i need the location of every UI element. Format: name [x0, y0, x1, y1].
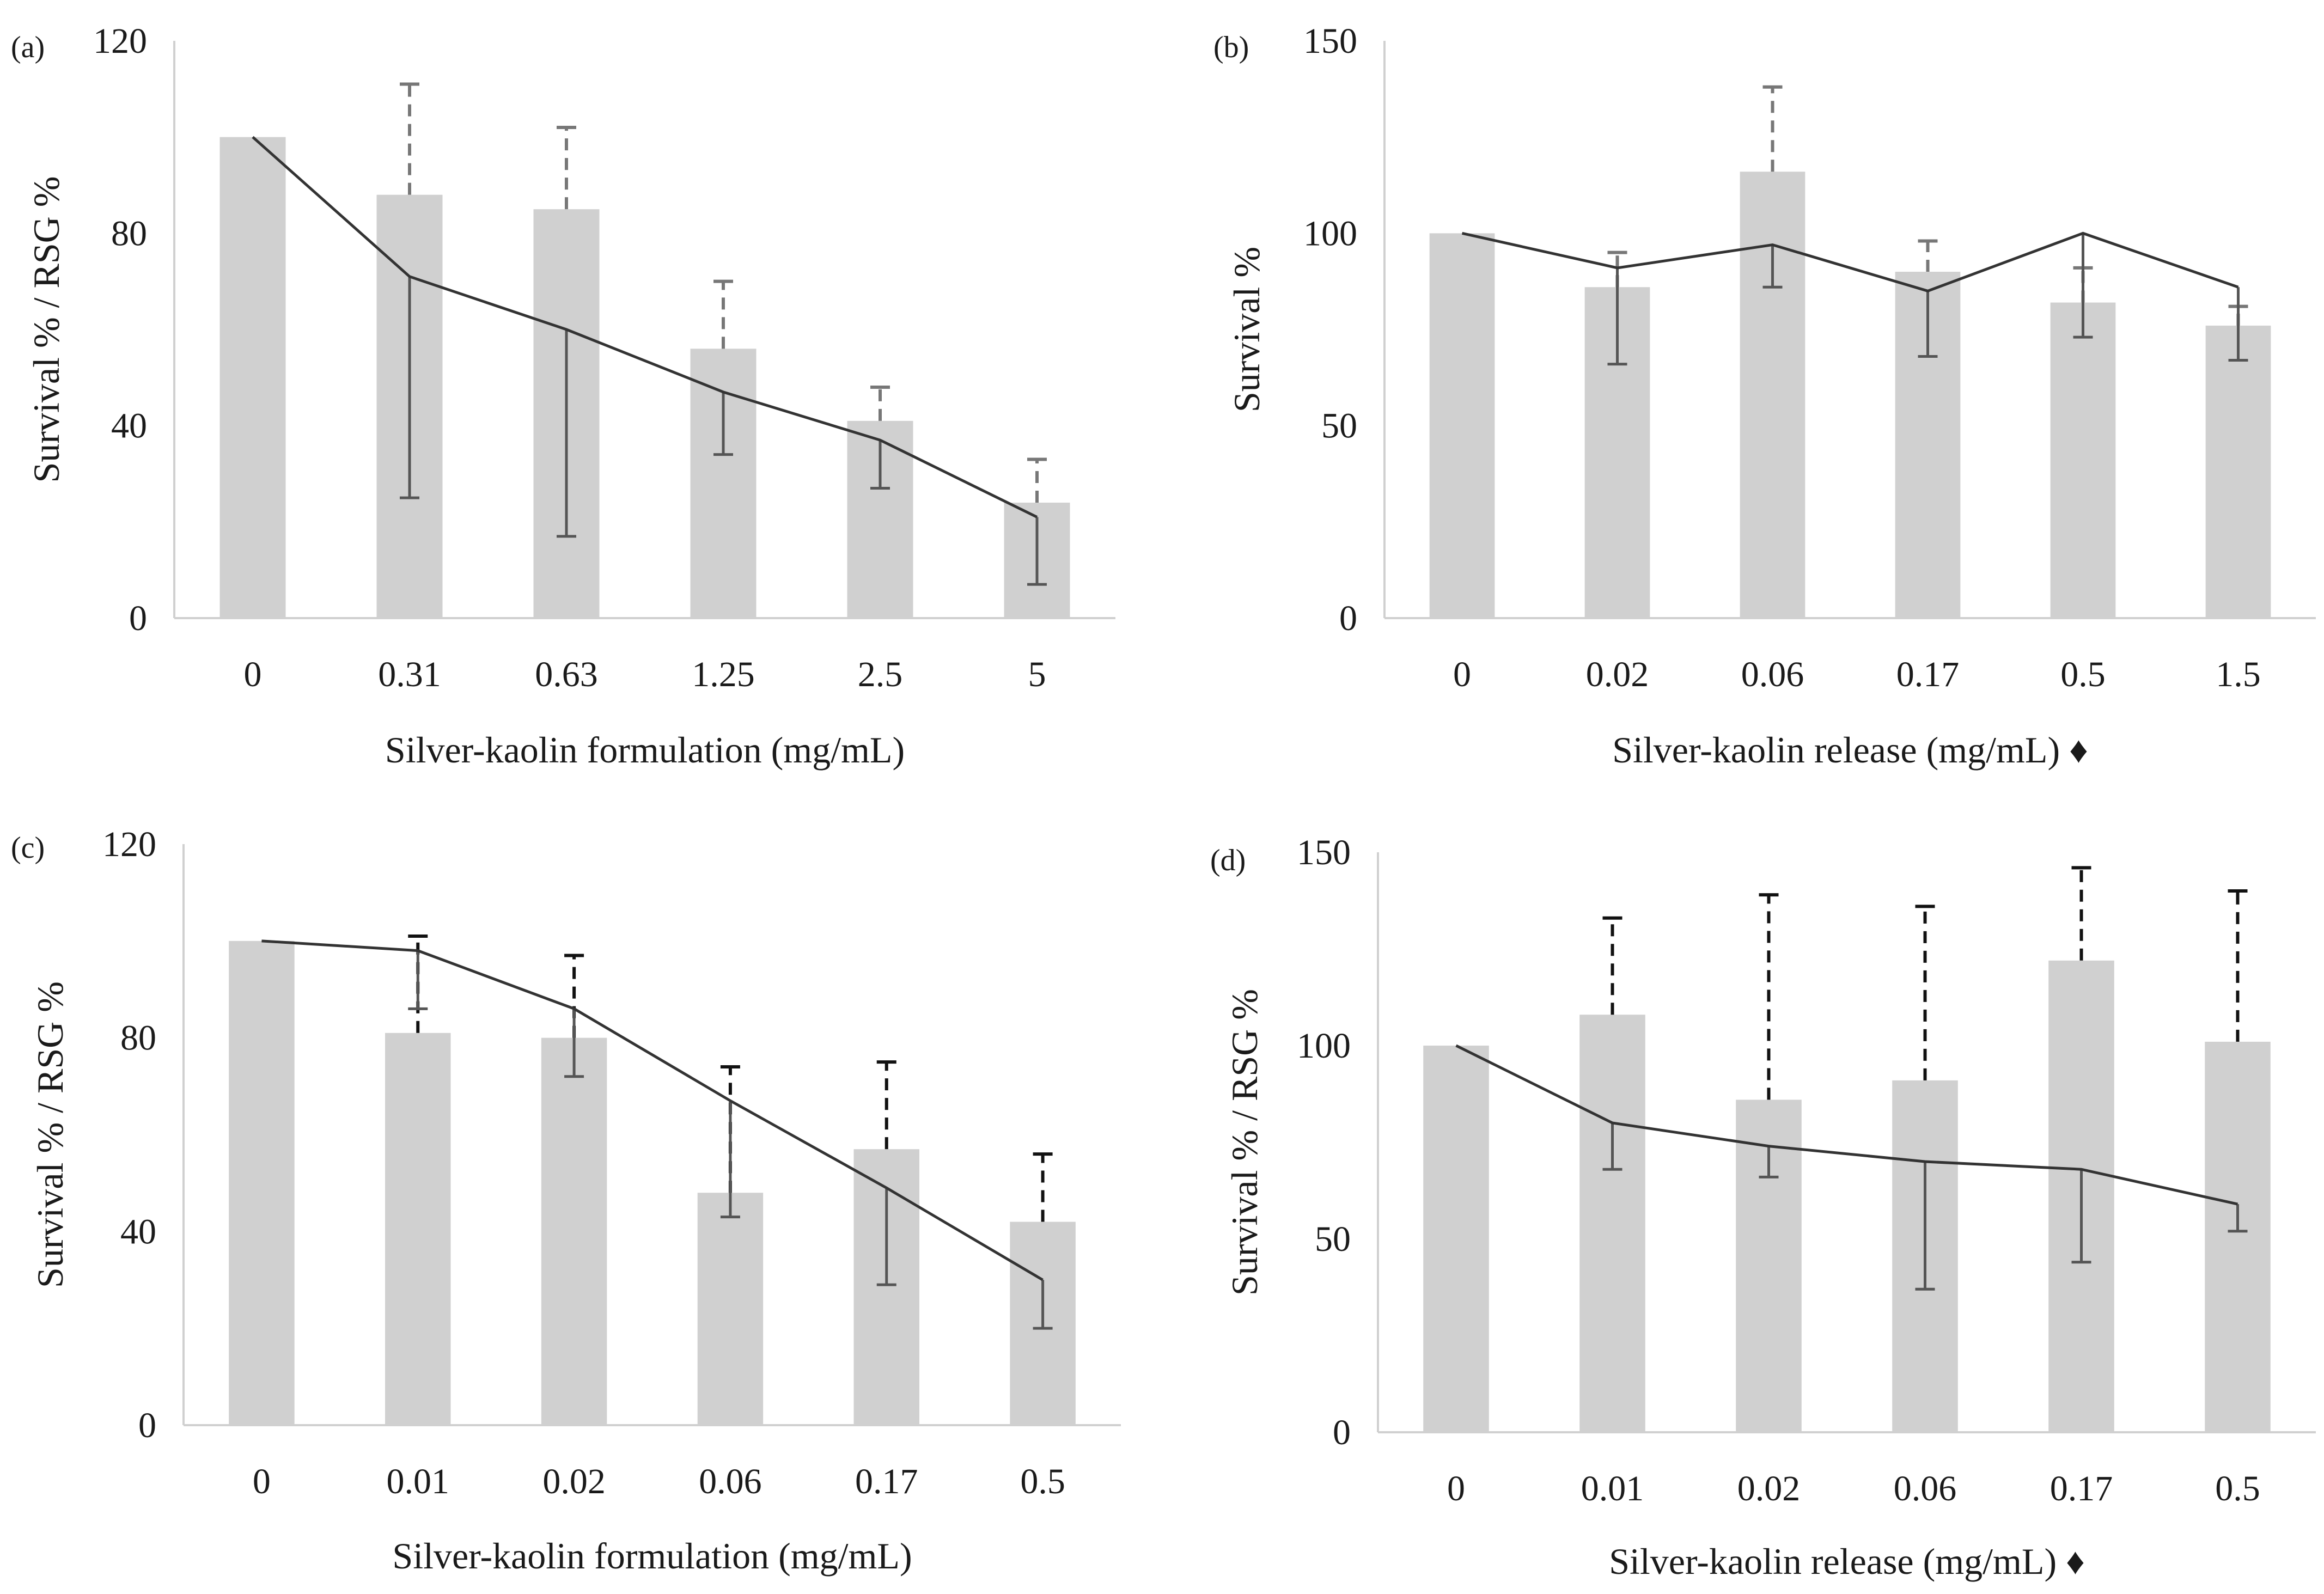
y-axis-title: Survival % / RSG %	[26, 176, 67, 483]
x-axis-title: Silver-kaolin release (mg/mL) ♦	[1609, 1541, 2085, 1582]
x-tick-label: 0.06	[699, 1462, 762, 1501]
panel-label: (a)	[11, 30, 45, 64]
x-tick-label: 0.06	[1741, 655, 1804, 694]
bar	[2205, 1041, 2271, 1432]
bar	[1740, 172, 1805, 618]
y-tick-label: 150	[1303, 21, 1357, 61]
panel-c-chart: (c) 0 40 80 120 Survival % / RSG % 0 0.01 0.02 0.…	[11, 825, 1121, 1577]
y-tick-label: 100	[1297, 1026, 1351, 1066]
y-tick-label: 40	[120, 1212, 156, 1251]
x-tick-label: 0.02	[542, 1462, 606, 1501]
y-tick-label: 0	[1339, 598, 1357, 638]
y-tick-label: 100	[1303, 213, 1357, 253]
x-tick-label: 0.17	[2050, 1469, 2113, 1509]
bar	[690, 349, 757, 618]
y-axis-title: Survival % / RSG %	[1224, 989, 1265, 1296]
trend-line	[261, 939, 1044, 1281]
bar	[219, 137, 286, 618]
trend-line	[1455, 1044, 2238, 1206]
bar	[2205, 325, 2271, 618]
y-tick-label: 0	[129, 598, 147, 638]
x-tick-label: 0	[244, 655, 262, 694]
panel-label: (d)	[1210, 844, 1246, 877]
y-tick-label: 80	[120, 1018, 156, 1058]
bar	[1423, 1046, 1489, 1432]
x-tick-label: 0.01	[387, 1462, 450, 1501]
panel-b-chart: (b) 0 50 100 150 Survival % 0 0.02 0.06 0.17 0.5 1.…	[1213, 21, 2316, 771]
bar	[229, 940, 295, 1425]
panel-d-chart: (d) 0 50 100 150 Survival % / RSG % 0 0.01 0.02 0…	[1210, 833, 2316, 1582]
x-tick-label: 2.5	[858, 655, 903, 694]
x-tick-label: 0.17	[855, 1462, 918, 1501]
x-tick-label: 0	[253, 1462, 271, 1501]
y-tick-label: 0	[138, 1406, 156, 1445]
x-tick-label: 0.17	[1896, 655, 1960, 694]
bar	[1579, 1015, 1645, 1432]
x-tick-label: 0.06	[1894, 1469, 1957, 1509]
x-tick-label: 0.5	[2215, 1469, 2260, 1509]
x-tick-label: 0.31	[378, 655, 441, 694]
bar	[385, 1033, 451, 1425]
y-tick-label: 120	[93, 21, 147, 61]
x-axis-title: Silver-kaolin release (mg/mL) ♦	[1612, 729, 2088, 771]
x-tick-label: 0.5	[2060, 655, 2106, 694]
trend-line	[252, 136, 1038, 518]
y-axis-title: Survival %	[1226, 247, 1267, 412]
panel-label: (b)	[1213, 30, 1249, 64]
bar	[697, 1193, 764, 1425]
trend-line	[1461, 231, 2239, 292]
x-tick-label: 1.25	[692, 655, 755, 694]
y-axis-title: Survival % / RSG %	[29, 981, 71, 1288]
x-tick-label: 0.01	[1581, 1469, 1644, 1509]
x-tick-label: 0.5	[1020, 1462, 1065, 1501]
y-tick-label: 50	[1315, 1219, 1351, 1259]
x-tick-label: 5	[1028, 655, 1046, 694]
bar	[2050, 302, 2116, 618]
bar	[541, 1037, 607, 1425]
y-tick-label: 150	[1297, 833, 1351, 872]
bar	[1429, 233, 1495, 618]
x-tick-label: 0.02	[1737, 1469, 1801, 1509]
y-tick-label: 40	[111, 406, 147, 446]
x-axis-title: Silver-kaolin formulation (mg/mL)	[392, 1535, 912, 1577]
x-tick-label: 0	[1453, 655, 1471, 694]
y-tick-label: 80	[111, 213, 147, 253]
y-tick-label: 120	[102, 825, 156, 864]
x-tick-label: 0.63	[535, 655, 598, 694]
y-tick-label: 0	[1333, 1413, 1351, 1452]
x-axis-title: Silver-kaolin formulation (mg/mL)	[385, 729, 905, 771]
x-tick-label: 0.02	[1586, 655, 1649, 694]
panel-a-chart: (a) 0 40 80 120 Survival % / RSG % 0 0.31 0.63 1.…	[11, 21, 1115, 771]
y-tick-label: 50	[1321, 406, 1357, 446]
x-tick-label: 0	[1447, 1469, 1465, 1509]
x-tick-label: 1.5	[2216, 655, 2261, 694]
panel-label: (c)	[11, 831, 45, 865]
